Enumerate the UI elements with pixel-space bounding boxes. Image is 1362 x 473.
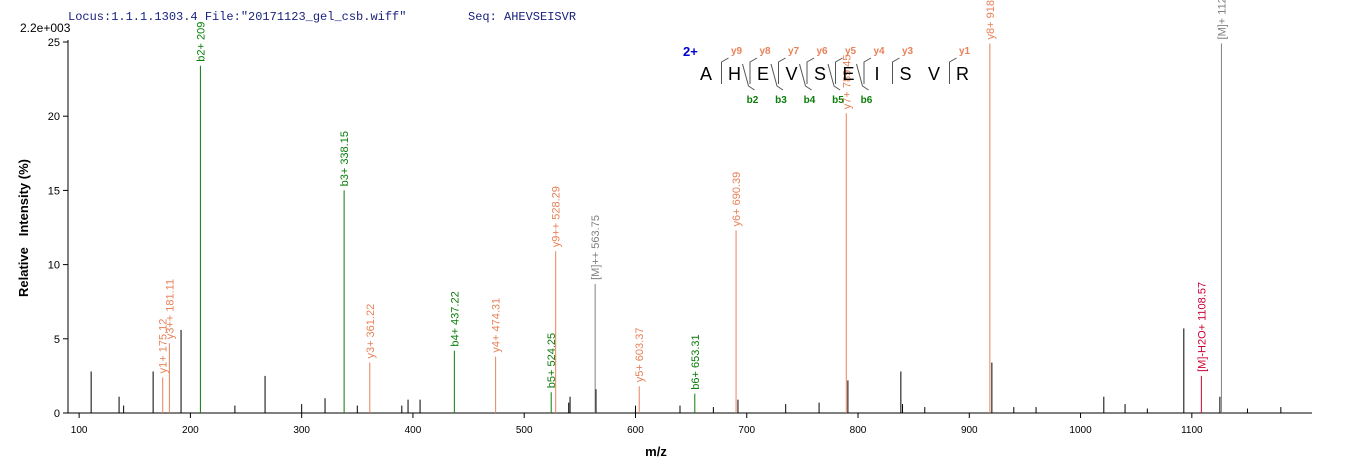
y-ion-bracket	[721, 57, 729, 84]
peak-label: b3+ 338.15	[339, 131, 351, 186]
residue: R	[956, 64, 969, 84]
b-ion-bracket	[856, 63, 869, 91]
y-ion: y9	[731, 46, 743, 57]
x-axis-label: m/z	[645, 444, 667, 459]
y-tick-label: 20	[48, 111, 60, 123]
peak-label: y9++ 528.29	[551, 186, 563, 247]
x-tick-label: 700	[738, 425, 755, 436]
scale-label: 2.2e+003	[20, 21, 71, 35]
b-ion-bracket	[770, 63, 784, 91]
b-ion: b3	[775, 95, 787, 106]
peak-label: b5+ 524.25	[546, 333, 558, 388]
y-ion: y8	[759, 46, 771, 57]
residue: E	[757, 64, 769, 84]
b-ion-bracket	[799, 63, 812, 91]
residue: V	[785, 64, 797, 84]
peak-label: y3+ 361.22	[365, 304, 377, 359]
x-tick-label: 1100	[1181, 425, 1203, 436]
residue: V	[928, 64, 940, 84]
y-ion-bracket	[778, 57, 786, 84]
y-ion: y7	[788, 46, 800, 57]
b-ion-bracket	[827, 63, 841, 91]
y-tick-label: 0	[54, 408, 60, 420]
x-tick-label: 900	[961, 425, 978, 436]
residue: I	[874, 64, 879, 84]
x-tick-label: 600	[627, 425, 644, 436]
residue: A	[700, 64, 712, 84]
peak-label: [M]-H2O+ 1108.57	[1196, 282, 1208, 372]
peak-label: [M]+ 1126.60	[1216, 0, 1228, 39]
y-tick-label: 25	[48, 37, 60, 49]
y-ion-bracket	[835, 57, 843, 84]
y-ion: y3	[902, 46, 914, 57]
y-ion-bracket	[949, 57, 957, 84]
y-ion-bracket	[749, 57, 758, 84]
x-tick-label: 800	[850, 425, 867, 436]
y-ion: y1	[959, 46, 971, 57]
y-tick-label: 15	[48, 185, 60, 197]
peak-label: y7+ 789.45	[841, 54, 853, 109]
y-axis-label: Relative Intensity (%)	[16, 159, 31, 297]
peak-label: y8+ 918.50	[985, 0, 997, 39]
x-tick-label: 400	[405, 425, 422, 436]
residue: E	[842, 64, 854, 84]
charge-state: 2+	[683, 44, 698, 59]
peak-label: b2+ 209	[195, 22, 207, 62]
x-tick-label: 100	[71, 425, 88, 436]
peak-label: y4+ 474.31	[491, 298, 503, 353]
y-tick-label: 10	[48, 260, 60, 272]
peak-label: y6+ 690.39	[731, 172, 743, 227]
peak-label: [M]++ 563.75	[590, 215, 602, 280]
x-tick-label: 1000	[1069, 425, 1092, 436]
x-tick-label: 500	[516, 425, 533, 436]
peak-label: y1+ 175.12	[158, 319, 170, 374]
b-ion: b6	[861, 95, 873, 106]
b-ion-bracket	[742, 63, 755, 91]
peak-label: b4+ 437.22	[449, 291, 461, 346]
y-ion: y6	[816, 46, 828, 57]
y-ion-bracket	[892, 57, 900, 84]
y-ion: y5	[845, 46, 857, 57]
chart-title: Locus:1.1.1.1303.4 File:"20171123_gel_cs…	[68, 10, 406, 24]
x-tick-label: 300	[293, 425, 310, 436]
residue: S	[899, 64, 911, 84]
b-ion: b5	[832, 95, 844, 106]
chart-subtitle: Seq: AHEVSEISVR	[468, 10, 576, 24]
peak-label: y5+ 603.37	[634, 328, 646, 383]
x-tick-label: 200	[182, 425, 199, 436]
peak-label: y3++ 181.11	[164, 279, 176, 339]
residue: H	[728, 64, 741, 84]
residue: S	[814, 64, 826, 84]
b-ion: b2	[747, 95, 759, 106]
y-ion: y4	[873, 46, 885, 57]
peak-label: b6+ 653.31	[690, 334, 702, 389]
y-ion-bracket	[806, 57, 815, 84]
b-ion: b4	[804, 95, 816, 106]
y-ion-bracket	[863, 57, 872, 84]
y-tick-label: 5	[54, 334, 60, 346]
